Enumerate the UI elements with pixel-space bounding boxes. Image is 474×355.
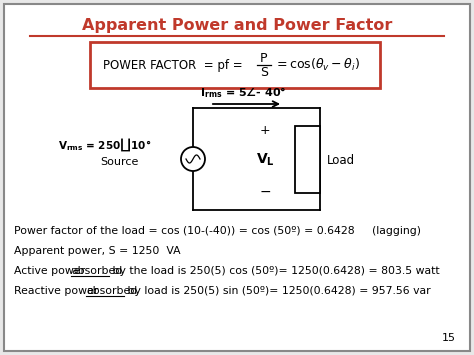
Text: $= \cos(\theta_v - \theta_i)$: $= \cos(\theta_v - \theta_i)$ <box>274 57 360 73</box>
Text: Source: Source <box>100 157 138 167</box>
Text: +: + <box>260 124 270 137</box>
Text: by load is 250(5) sin (50º)= 1250(0.6428) = 957.56 var: by load is 250(5) sin (50º)= 1250(0.6428… <box>124 286 430 296</box>
Text: Apparent power, S = 1250  VA: Apparent power, S = 1250 VA <box>14 246 181 256</box>
Bar <box>295 126 320 193</box>
Text: −: − <box>259 185 271 199</box>
Text: Active power: Active power <box>14 266 89 276</box>
Text: P: P <box>260 51 268 65</box>
Text: Load: Load <box>327 153 355 166</box>
Text: Power factor of the load = cos (10-(-40)) = cos (50º) = 0.6428     (lagging): Power factor of the load = cos (10-(-40)… <box>14 226 421 236</box>
Text: $\mathbf{V_L}$: $\mathbf{V_L}$ <box>255 152 274 168</box>
Text: S: S <box>260 66 268 80</box>
Text: POWER FACTOR  = pf =: POWER FACTOR = pf = <box>103 59 243 71</box>
Text: Reactive power: Reactive power <box>14 286 102 296</box>
Text: 15: 15 <box>442 333 456 343</box>
Text: $\mathbf{V_{rms}}$ = 250∐10°: $\mathbf{V_{rms}}$ = 250∐10° <box>58 137 151 153</box>
Text: Apparent Power and Power Factor: Apparent Power and Power Factor <box>82 18 392 33</box>
Text: absorbed: absorbed <box>71 266 122 276</box>
Bar <box>90 42 380 88</box>
Circle shape <box>181 147 205 171</box>
Text: absorbed: absorbed <box>86 286 137 296</box>
Text: by the load is 250(5) cos (50º)= 1250(0.6428) = 803.5 watt: by the load is 250(5) cos (50º)= 1250(0.… <box>109 266 439 276</box>
Text: $\mathbf{I_{rms}}$ = 5∠- 40°: $\mathbf{I_{rms}}$ = 5∠- 40° <box>200 85 286 100</box>
